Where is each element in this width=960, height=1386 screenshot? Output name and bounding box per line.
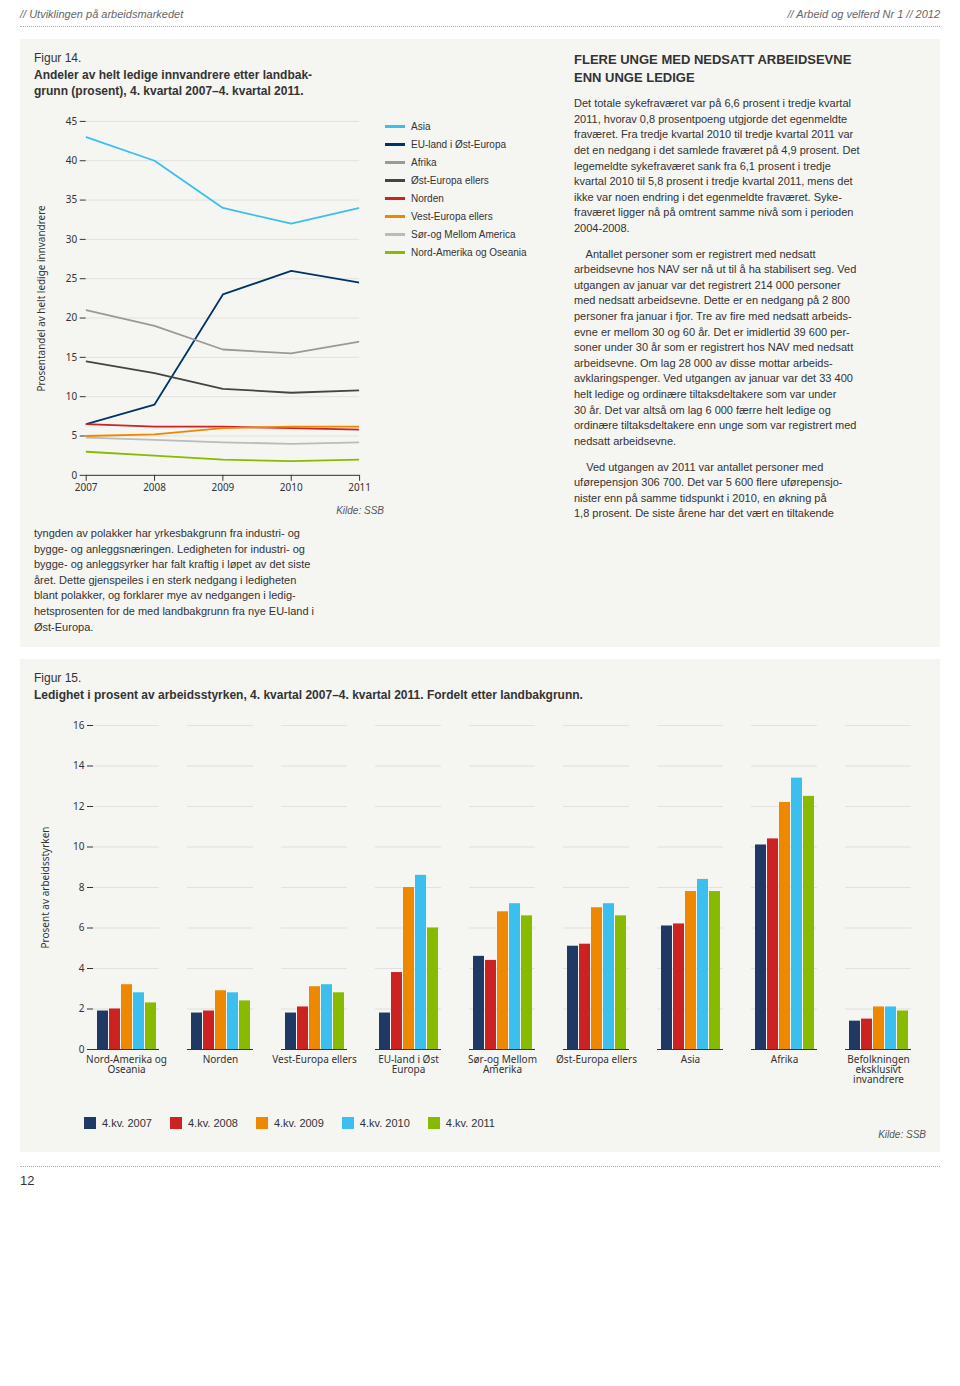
html-text:4.kv. 2010: 4.kv. 2010: [359, 1117, 410, 1130]
html-text:FLERE UNGE MED NEDSATT ARBEIDS: FLERE UNGE MED NEDSATT ARBEIDSEVNE: [574, 52, 852, 67]
html-text:Vest-Europa ellers: Vest-Europa ellers: [411, 211, 493, 223]
svg-text:45: 45: [66, 114, 78, 128]
html-text:Det totale sykefraværet var på: Det totale sykefraværet var på 6,6 prose…: [574, 97, 860, 234]
svg-text:0: 0: [71, 467, 78, 482]
svg-text:Afrika: Afrika: [771, 1052, 799, 1066]
html-text:4.kv. 2009: 4.kv. 2009: [273, 1117, 324, 1130]
html-text:ENN UNGE LEDIGE: ENN UNGE LEDIGE: [574, 69, 695, 85]
html-text:// Utviklingen på arbeidsmarke: // Utviklingen på arbeidsmarkedet: [20, 8, 184, 20]
html-text:Antallet personer som er regis: Antallet personer som er registrert med …: [574, 247, 857, 447]
html-text:Kilde: SSB: Kilde: SSB: [878, 1129, 926, 1141]
svg-text:10: 10: [73, 840, 85, 854]
svg-text:5: 5: [72, 429, 78, 443]
svg-text:6: 6: [79, 921, 85, 935]
svg-text:20: 20: [66, 311, 78, 325]
svg-text:4: 4: [79, 961, 85, 975]
html-text:EU-land i Øst-Europa: EU-land i Øst-Europa: [411, 139, 506, 151]
html-text:12: 12: [20, 1173, 35, 1189]
html-text:Nord-Amerika og Oseania: Nord-Amerika og Oseania: [411, 247, 527, 259]
svg-text:12: 12: [73, 799, 85, 813]
html-text:// Arbeid og velferd Nr 1 // 2: // Arbeid og velferd Nr 1 // 2012: [787, 8, 940, 20]
svg-text:15: 15: [66, 350, 78, 364]
html-text:4.kv. 2011: 4.kv. 2011: [445, 1117, 495, 1130]
svg-text:2011: 2011: [348, 481, 371, 495]
svg-text:35: 35: [66, 193, 78, 207]
svg-text:Prosent av arbeidsstyrken: Prosent av arbeidsstyrken: [38, 827, 52, 949]
svg-text:Asia: Asia: [681, 1052, 700, 1066]
svg-text:Sør-og MellomAmerika: Sør-og MellomAmerika: [468, 1052, 537, 1076]
html-text:Sør-og Mellom America: Sør-og Mellom America: [411, 229, 516, 241]
html-text:Ledighet i prosent av arbeidss: Ledighet i prosent av arbeidsstyrken, 4.…: [34, 688, 583, 703]
svg-text:Norden: Norden: [203, 1052, 239, 1066]
svg-text:0: 0: [79, 1042, 85, 1056]
svg-text:10: 10: [66, 389, 78, 403]
svg-text:25: 25: [66, 271, 78, 285]
html-text:4.kv. 2008: 4.kv. 2008: [188, 1117, 238, 1130]
svg-text:2010: 2010: [280, 481, 303, 495]
svg-text:Vest-Europa ellers: Vest-Europa ellers: [272, 1052, 357, 1066]
svg-text:Prosentandel av helt ledige in: Prosentandel av helt ledige innvandrere: [34, 205, 48, 392]
svg-text:14: 14: [73, 759, 85, 773]
html-text:Øst-Europa ellers: Øst-Europa ellers: [411, 175, 489, 187]
svg-text:2009: 2009: [212, 481, 235, 495]
html-text:4.kv. 2007: 4.kv. 2007: [102, 1117, 152, 1130]
html-text:Figur 14.: Figur 14.: [34, 51, 82, 65]
svg-text:2: 2: [79, 1002, 85, 1016]
html-text:Afrika: Afrika: [411, 157, 437, 169]
html-text:Kilde: SSB: Kilde: SSB: [336, 505, 384, 516]
svg-text:Befolkningeneksklusivtinvandre: Befolkningeneksklusivtinvandrere: [847, 1052, 909, 1086]
svg-text:2007: 2007: [75, 481, 98, 495]
svg-text:Nord-Amerika ogOseania: Nord-Amerika ogOseania: [86, 1052, 167, 1076]
html-text:Figur 15.: Figur 15.: [34, 671, 82, 686]
html-text:Norden: Norden: [411, 193, 444, 205]
svg-text:40: 40: [66, 153, 78, 167]
svg-text:16: 16: [73, 718, 85, 732]
html-text:Andeler av helt ledige innvand: Andeler av helt ledige innvandrere etter…: [34, 68, 313, 99]
svg-text:EU-land i ØstEuropa: EU-land i ØstEuropa: [378, 1052, 439, 1076]
html-text:Asia: Asia: [411, 121, 431, 133]
html-text:tyngden av polakker har yrkesb: tyngden av polakker har yrkesbakgrunn fr…: [34, 527, 315, 633]
svg-text:2008: 2008: [143, 481, 166, 495]
html-text:Ved utgangen av 2011 var antal: Ved utgangen av 2011 var antallet person…: [574, 460, 843, 520]
svg-text:30: 30: [66, 232, 78, 246]
svg-text:Øst-Europa ellers: Øst-Europa ellers: [556, 1052, 637, 1066]
svg-text:8: 8: [79, 880, 85, 894]
